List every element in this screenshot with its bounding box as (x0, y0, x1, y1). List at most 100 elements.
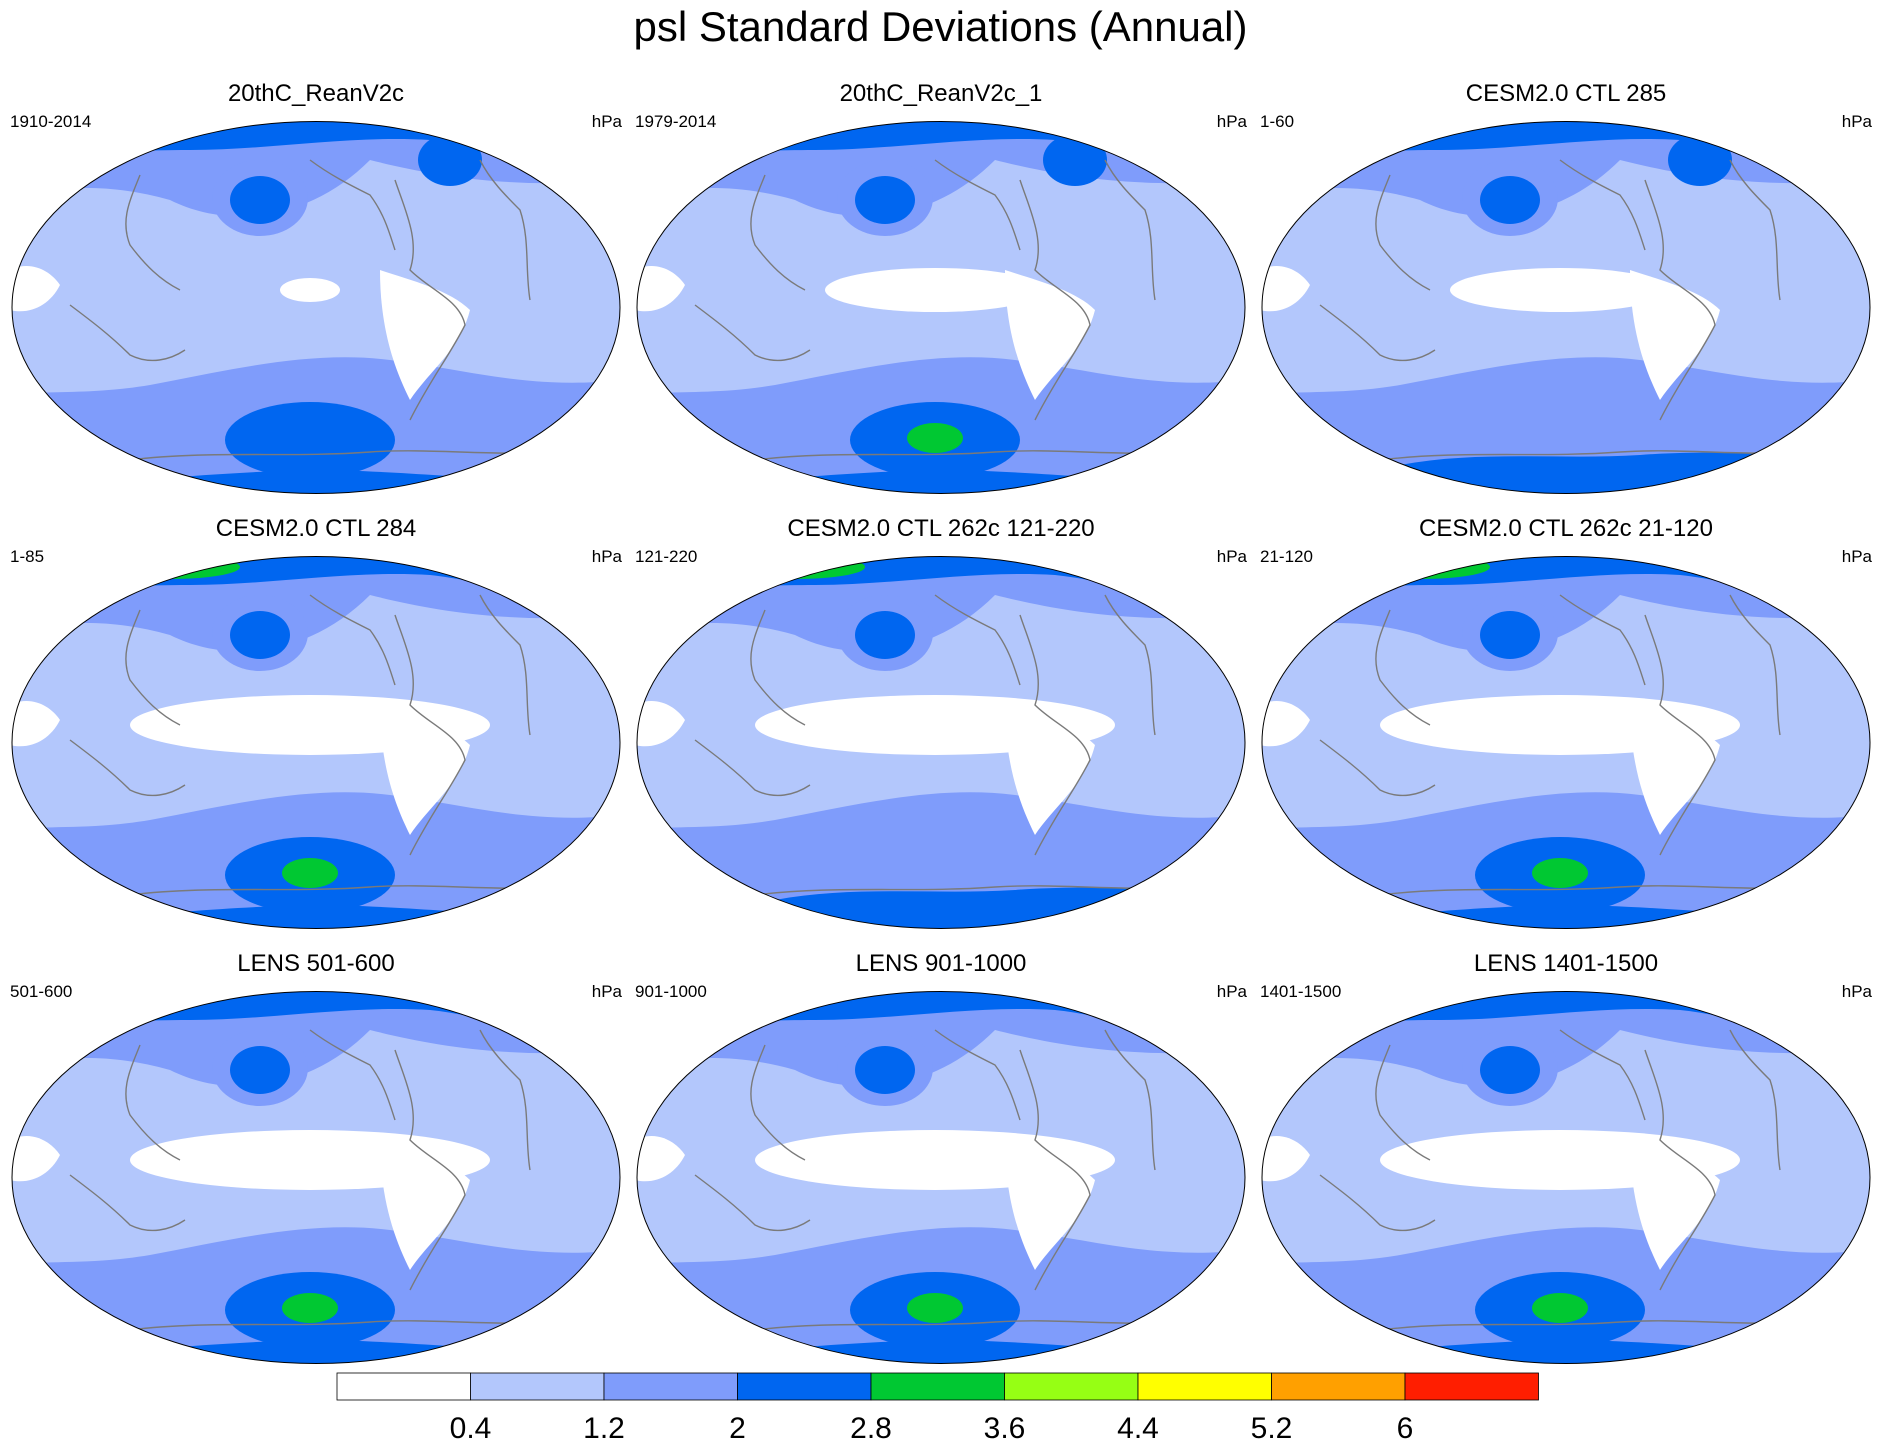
coastline (1019, 179, 1091, 421)
coastline (309, 159, 396, 251)
coastline (1559, 1029, 1646, 1121)
map-outline (1261, 556, 1871, 929)
coastline (1104, 159, 1156, 301)
field-africa-minimum (1262, 266, 1310, 312)
panel-period-label: 1979-2014 (635, 112, 717, 131)
coastline (125, 1044, 181, 1161)
map-plot (1261, 556, 1871, 929)
panel-title: 20thC_ReanV2c_1 (839, 80, 1043, 107)
panel-period-label: 121-220 (635, 547, 698, 566)
coastline (1019, 1049, 1091, 1291)
coastline (754, 1320, 1176, 1331)
map-outline (1261, 991, 1871, 1364)
colorbar-tick-label: 3.6 (984, 1412, 1026, 1440)
field-antarctic-coast (637, 885, 1245, 929)
coastline (69, 304, 186, 362)
coastline (1319, 1174, 1436, 1232)
panel-title: LENS 501-600 (237, 950, 395, 977)
field-south-america-minimum (1630, 1140, 1720, 1270)
panel-period-label: 1-85 (10, 547, 45, 566)
coastline (1559, 159, 1646, 251)
panel-period-label: 501-600 (10, 982, 73, 1001)
panel-units-label: hPa (591, 112, 622, 131)
panel-title: LENS 901-1000 (855, 950, 1027, 977)
coastline (479, 159, 531, 301)
field-africa-minimum (637, 1136, 685, 1182)
map-panel: CESM2.0 CTL 262c 21-120 21-120 hPa (1260, 515, 1872, 935)
colorbar-tick-label: 0.4 (450, 1412, 492, 1440)
coastline (1379, 450, 1801, 461)
coastline (129, 450, 551, 461)
map-plot (11, 121, 621, 494)
coastline (750, 609, 806, 726)
panel-units-label: hPa (1841, 112, 1872, 131)
colorbar-tick-label: 4.4 (1117, 1412, 1159, 1440)
map-plot (636, 991, 1246, 1364)
map-outline (11, 991, 621, 1364)
coastline (479, 594, 531, 736)
field-africa-minimum (1262, 701, 1310, 747)
coastline (309, 594, 396, 686)
field-south-pacific-max (1532, 858, 1588, 888)
coastline (1644, 179, 1716, 421)
colorbar-swatch (603, 1372, 738, 1401)
panel-period-label: 901-1000 (635, 982, 707, 1001)
colorbar-swatch (1271, 1372, 1406, 1401)
field-south-america-minimum (1005, 1140, 1095, 1270)
coastline (1019, 614, 1091, 856)
panel-units-label: hPa (1841, 547, 1872, 566)
map-panel: LENS 501-600 501-600 hPa (10, 950, 622, 1370)
field-south-pacific-max (282, 858, 338, 888)
colorbar-tick-label: 1.2 (583, 1412, 625, 1440)
map-outline (636, 991, 1246, 1364)
coastline (1319, 304, 1436, 362)
panel-title: CESM2.0 CTL 262c 21-120 (1419, 515, 1713, 542)
colorbar-swatch (737, 1372, 872, 1401)
coastline (69, 739, 186, 797)
field-africa-minimum (12, 266, 60, 312)
colorbar-tick-label: 2 (729, 1412, 746, 1440)
coastline (1104, 1029, 1156, 1171)
colorbar-swatch (870, 1372, 1005, 1401)
coastline (754, 885, 1176, 896)
panel-title: LENS 1401-1500 (1473, 950, 1659, 977)
field-north-pacific-center (1480, 1046, 1540, 1094)
field-tropical-minimum (825, 268, 1045, 312)
colorbar-swatch (1137, 1372, 1272, 1401)
coastline (694, 739, 811, 797)
field-north-atlantic-center (1668, 134, 1732, 186)
field-north-pacific-center (230, 176, 290, 224)
field-north-atlantic-center (418, 134, 482, 186)
coastline (309, 1029, 396, 1121)
field-south-pacific-max (907, 1293, 963, 1323)
field-north-pacific-center (230, 1046, 290, 1094)
field-africa-minimum (1262, 1136, 1310, 1182)
coastline (1644, 1049, 1716, 1291)
panel-units-label: hPa (1216, 982, 1247, 1001)
field-north-pacific-center (1480, 611, 1540, 659)
panel-units-label: hPa (591, 982, 622, 1001)
coastline (69, 1174, 186, 1232)
colorbar-swatch (336, 1372, 471, 1401)
colorbar-tick-label: 6 (1397, 1412, 1414, 1440)
field-tropical-minimum (1450, 268, 1670, 312)
panel-title: CESM2.0 CTL 284 (215, 515, 417, 542)
field-north-pacific-center (855, 1046, 915, 1094)
map-outline (11, 121, 621, 494)
field-south-pacific-max (907, 423, 963, 453)
colorbar-swatch (1404, 1372, 1539, 1401)
field-north-pacific-center (1480, 176, 1540, 224)
field-africa-minimum (637, 701, 685, 747)
colorbar-tick-label: 5.2 (1251, 1412, 1293, 1440)
map-plot (636, 556, 1246, 929)
coastline (1379, 885, 1801, 896)
coastline (394, 614, 466, 856)
coastline (125, 609, 181, 726)
panel-units-label: hPa (1216, 112, 1247, 131)
chart-title: psl Standard Deviations (Annual) (633, 3, 1248, 50)
colorbar-swatch (470, 1372, 605, 1401)
map-plot (11, 991, 621, 1364)
map-panel: 20thC_ReanV2c 1910-2014 hPa (10, 80, 622, 500)
field-south-pacific-ring (225, 402, 395, 478)
coastline (750, 174, 806, 291)
